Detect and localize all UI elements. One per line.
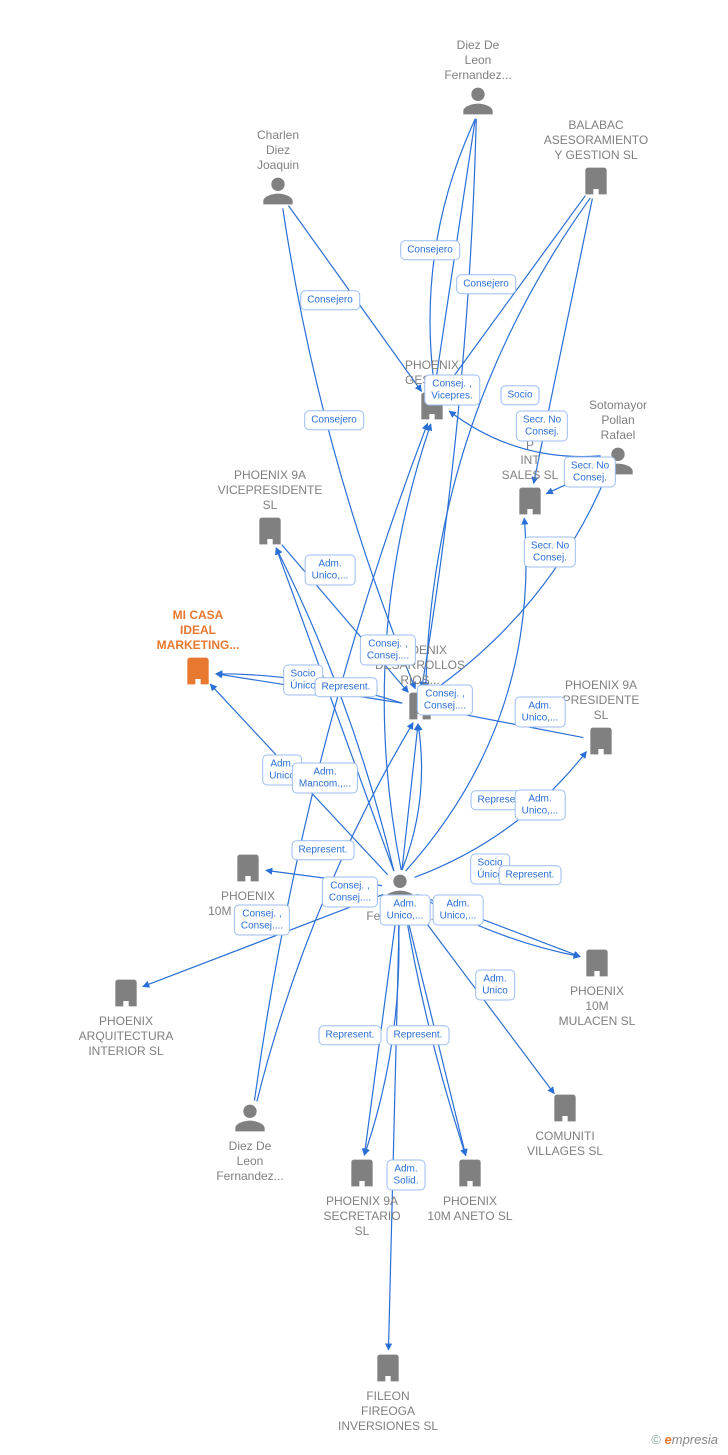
node-label: Diez De Leon Fernandez... xyxy=(185,1139,315,1184)
edge-label: Secr. No Consej. xyxy=(524,537,576,568)
node-diez_bottom[interactable]: Diez De Leon Fernandez... xyxy=(185,1100,315,1184)
node-label: BALABAC ASESORAMIENTO Y GESTION SL xyxy=(531,118,661,163)
node-mulacen[interactable]: PHOENIX 10M MULACEN SL xyxy=(532,945,662,1029)
person-icon xyxy=(462,85,494,117)
edge-center_person-fileon xyxy=(388,906,399,1350)
brand-initial: e xyxy=(665,1432,672,1447)
node-label: PHOENIX ARQUITECTURA INTERIOR SL xyxy=(61,1014,191,1059)
node-diez_top[interactable]: Diez De Leon Fernandez... xyxy=(413,38,543,122)
node-micasa[interactable]: MI CASA IDEAL MARKETING... xyxy=(133,608,263,692)
edge-label: Adm. Unico,... xyxy=(515,790,566,821)
brand-rest: mpresia xyxy=(672,1432,718,1447)
edge-label: Consej. , Consej.... xyxy=(322,877,378,908)
node-arq[interactable]: PHOENIX ARQUITECTURA INTERIOR SL xyxy=(61,975,191,1059)
edge-label: Consej. , Consej.... xyxy=(417,685,473,716)
edge-label: Consejero xyxy=(400,240,460,260)
node-label: Sotomayor Pollan Rafael xyxy=(553,398,683,443)
building-icon xyxy=(514,485,546,517)
node-label: Diez De Leon Fernandez... xyxy=(413,38,543,83)
node-fileon[interactable]: FILEON FIREOGA INVERSIONES SL xyxy=(323,1350,453,1434)
edge-label: Represent. xyxy=(387,1025,450,1045)
edge-label: Consejero xyxy=(456,274,516,294)
node-charlen[interactable]: Charlen Diez Joaquin xyxy=(213,128,343,212)
edge-label: Adm. Solid. xyxy=(386,1160,425,1191)
edge-center_person-desarrollos xyxy=(402,724,418,870)
edge-center_person-desarrollos xyxy=(402,724,422,870)
building-icon xyxy=(346,1157,378,1189)
building-icon xyxy=(549,1092,581,1124)
node-label: Charlen Diez Joaquin xyxy=(213,128,343,173)
building-icon xyxy=(454,1157,486,1189)
person-icon xyxy=(262,175,294,207)
node-label: PHOENIX 10M MULACEN SL xyxy=(532,984,662,1029)
building-icon xyxy=(581,947,613,979)
node-balabac[interactable]: BALABAC ASESORAMIENTO Y GESTION SL xyxy=(531,118,661,202)
building-icon xyxy=(182,655,214,687)
node-label: PHOENIX 10M ANETO SL xyxy=(405,1194,535,1224)
edge-label: Adm. Mancom.,... xyxy=(292,763,358,794)
edge-label: Secr. No Consej. xyxy=(516,411,568,442)
edge-label: Adm. Unico xyxy=(475,970,515,1001)
edge-label: Represent. xyxy=(315,677,378,697)
edge-label: Adm. Unico,... xyxy=(305,555,356,586)
edge-label: Represent. xyxy=(292,840,355,860)
edge-label: Consejero xyxy=(304,410,364,430)
edge-label: Socio xyxy=(500,385,539,405)
edge-label: Adm. Unico,... xyxy=(433,895,484,926)
watermark: © empresia xyxy=(651,1432,718,1447)
edge-label: Represent. xyxy=(319,1025,382,1045)
edge-label: Secr. No Consej. xyxy=(564,457,616,488)
copyright-symbol: © xyxy=(651,1432,661,1447)
edge-label: Adm. Unico,... xyxy=(515,697,566,728)
edge-label: Consej. , Consej.... xyxy=(360,635,416,666)
node-comuniti[interactable]: COMUNITI VILLAGES SL xyxy=(500,1090,630,1159)
node-vicepres[interactable]: PHOENIX 9A VICEPRESIDENTE SL xyxy=(205,468,335,552)
building-icon xyxy=(580,165,612,197)
edge-label: Represent. xyxy=(499,865,562,885)
edge-label: Consej. , Vicepres. xyxy=(424,375,480,406)
person-icon xyxy=(234,1102,266,1134)
building-icon xyxy=(254,515,286,547)
node-label: MI CASA IDEAL MARKETING... xyxy=(133,608,263,653)
building-icon xyxy=(372,1352,404,1384)
node-label: PHOENIX 9A VICEPRESIDENTE SL xyxy=(205,468,335,513)
edge-label: Adm. Unico,... xyxy=(380,895,431,926)
edge-charlen-desarrollos xyxy=(283,208,415,688)
edge-label: Consejero xyxy=(300,290,360,310)
building-icon xyxy=(585,725,617,757)
building-icon xyxy=(110,977,142,1009)
edge-label: Consej. , Consej.... xyxy=(234,905,290,936)
building-icon xyxy=(232,852,264,884)
node-label: FILEON FIREOGA INVERSIONES SL xyxy=(323,1389,453,1434)
